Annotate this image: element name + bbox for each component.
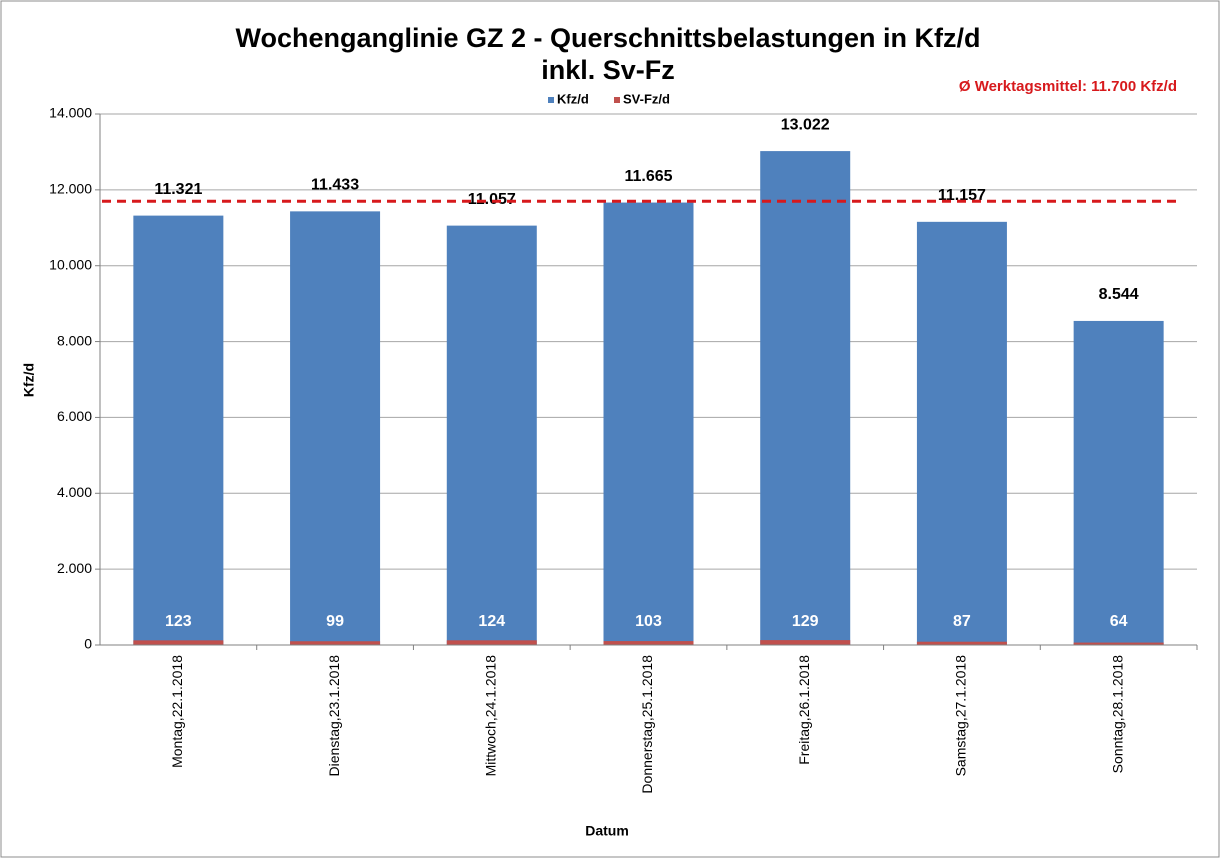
y-tick-label: 4.000 (57, 484, 92, 500)
bar (760, 151, 851, 645)
bar (446, 225, 537, 645)
y-tick-label: 0 (84, 636, 92, 652)
data-label: 13.022 (781, 116, 830, 133)
data-label: 103 (635, 613, 662, 630)
x-tick-label: Freitag,26.1.2018 (796, 655, 812, 765)
data-label: 11.433 (311, 177, 359, 194)
bar (1073, 320, 1164, 645)
bar (1073, 642, 1164, 645)
x-tick-label: Mittwoch,24.1.2018 (482, 655, 498, 777)
legend-label: SV-Fz/d (623, 91, 670, 106)
x-axis-label: Datum (585, 823, 629, 839)
y-tick-label: 12.000 (49, 181, 92, 197)
bar (446, 640, 537, 645)
bar (603, 202, 694, 645)
bar (290, 641, 381, 645)
bar (133, 215, 224, 645)
x-tick-label: Montag,22.1.2018 (169, 655, 185, 768)
data-label: 124 (478, 613, 505, 630)
data-label: 8.544 (1099, 286, 1139, 303)
data-label: 11.321 (154, 181, 202, 198)
y-tick-label: 2.000 (57, 560, 92, 576)
bar (760, 640, 851, 645)
data-label: 123 (165, 613, 192, 630)
data-label: 11.665 (624, 168, 672, 185)
y-tick-label: 6.000 (57, 408, 92, 424)
bar (290, 211, 381, 645)
bar (603, 641, 694, 645)
legend-swatch (614, 97, 620, 103)
chart-subtitle: inkl. Sv-Fz (541, 55, 675, 85)
x-tick-label: Donnerstag,25.1.2018 (639, 655, 655, 794)
chart-title: Wochenganglinie GZ 2 - Querschnittsbelas… (235, 23, 980, 53)
data-label: 87 (953, 613, 971, 630)
y-tick-label: 10.000 (49, 256, 92, 272)
reference-label: Ø Werktagsmittel: 11.700 Kfz/d (959, 78, 1177, 95)
legend-label: Kfz/d (557, 91, 589, 106)
data-label: 11.057 (468, 191, 516, 208)
data-label: 99 (326, 613, 344, 630)
legend-swatch (548, 97, 554, 103)
bar (133, 640, 224, 645)
data-label: 129 (792, 613, 819, 630)
y-axis-label: Kfz/d (21, 363, 37, 397)
y-tick-label: 14.000 (49, 105, 92, 121)
x-tick-label: Samstag,27.1.2018 (953, 655, 969, 777)
bar (916, 221, 1007, 645)
x-tick-label: Sonntag,28.1.2018 (1109, 655, 1125, 774)
y-tick-label: 8.000 (57, 332, 92, 348)
bar (916, 641, 1007, 645)
x-tick-label: Dienstag,23.1.2018 (326, 655, 342, 777)
data-label: 64 (1110, 613, 1128, 630)
